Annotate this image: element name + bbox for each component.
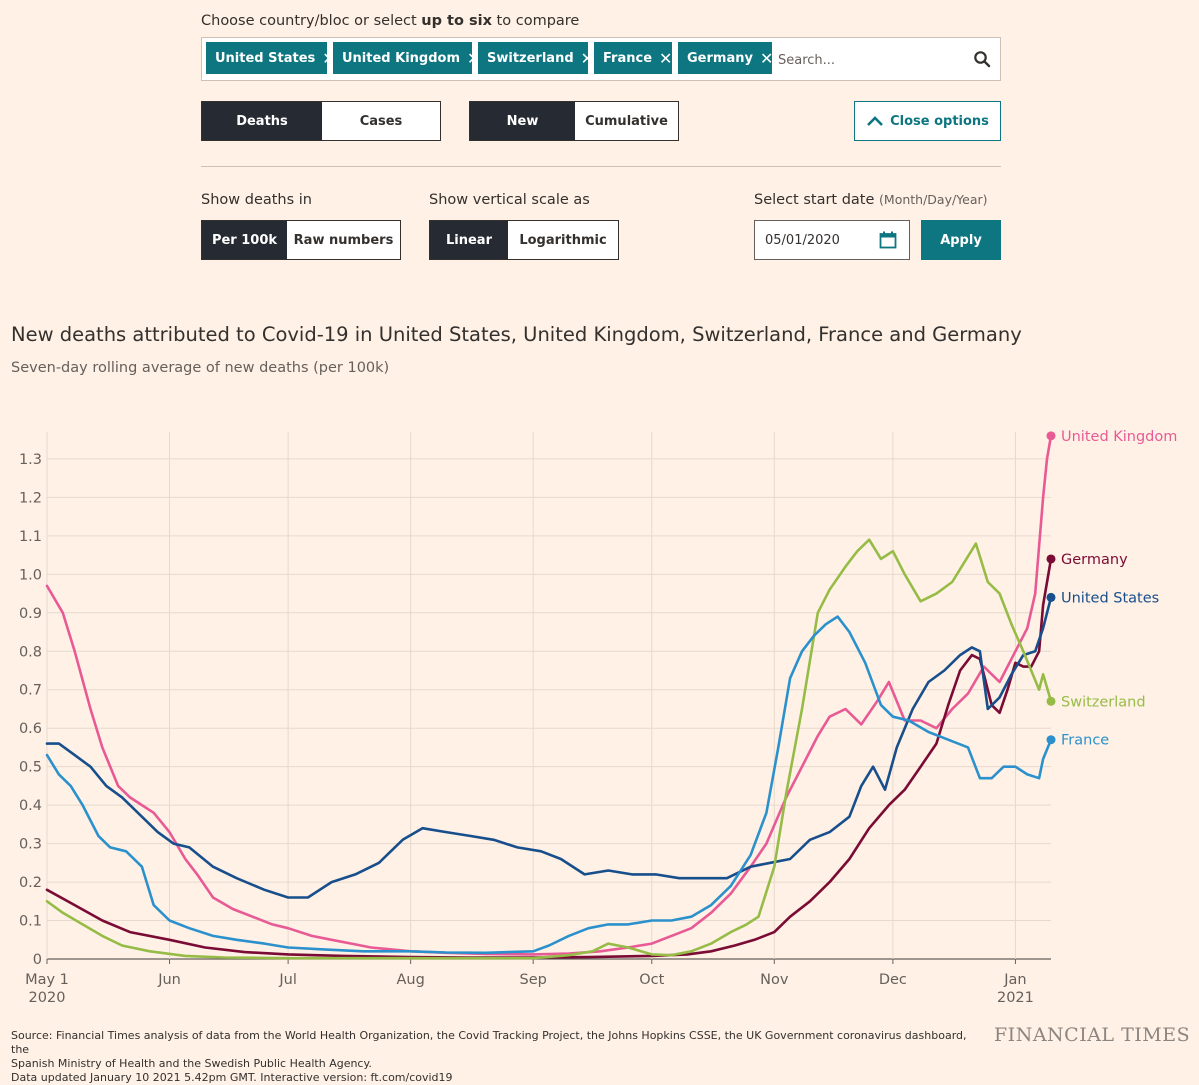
x-tick-label: Jul [278, 972, 297, 988]
series-end-dot-united-states [1046, 592, 1056, 602]
tag-united-states[interactable]: United States ✕ [206, 42, 336, 74]
chart-title: New deaths attributed to Covid-19 in Uni… [11, 323, 1022, 346]
start-date-label: Select start date (Month/Day/Year) [754, 192, 988, 208]
choose-country-label: Choose country/bloc or select up to six … [201, 13, 580, 29]
remove-icon[interactable]: ✕ [322, 48, 336, 68]
cases-button[interactable]: Cases [322, 102, 440, 140]
remove-icon[interactable]: ✕ [580, 48, 595, 68]
x-axis: May 1 2020 Jun Jul Aug Sep Oct Nov Dec Jan 2021 [25, 959, 1034, 1006]
series-line-switzerland [45, 538, 1053, 960]
y-tick-label: 0.1 [19, 914, 42, 930]
series-line-united-kingdom [45, 434, 1053, 956]
x-tick-label: Jun [157, 972, 181, 988]
chart-subtitle: Seven-day rolling average of new deaths … [11, 360, 390, 376]
unit-toggle: Per 100k Raw numbers [201, 220, 401, 260]
series-label-united-kingdom: United Kingdom [1061, 429, 1177, 445]
series-lines [45, 431, 1056, 960]
remove-icon[interactable]: ✕ [467, 48, 481, 68]
series-end-dot-france [1046, 735, 1056, 745]
y-tick-label: 1.0 [19, 567, 42, 583]
y-tick-label: 0.2 [19, 875, 42, 891]
y-tick-label: 1.3 [19, 452, 42, 468]
x-tick-label: Dec [879, 972, 907, 988]
y-tick-label: 0.5 [19, 760, 42, 776]
x-tick-year-label: 2020 [29, 990, 66, 1006]
series-label-france: France [1061, 733, 1109, 749]
y-tick-label: 1.1 [19, 529, 42, 545]
cumulative-button[interactable]: Cumulative [575, 102, 678, 140]
y-tick-label: 0.3 [19, 837, 42, 853]
y-tick-label: 0.7 [19, 683, 42, 699]
series-end-dot-united-kingdom [1046, 431, 1056, 441]
start-date-input[interactable]: 05/01/2020 [754, 220, 910, 260]
apply-button[interactable]: Apply [921, 220, 1001, 260]
y-tick-label: 0.9 [19, 606, 42, 622]
x-tick-label: Aug [396, 972, 424, 988]
tag-switzerland[interactable]: Switzerland ✕ [478, 42, 594, 74]
tag-germany[interactable]: Germany ✕ [678, 42, 774, 74]
series-label-united-states: United States [1061, 590, 1159, 606]
logarithmic-button[interactable]: Logarithmic [508, 221, 618, 259]
x-tick-label: Sep [520, 972, 547, 988]
tag-united-kingdom[interactable]: United Kingdom ✕ [333, 42, 480, 74]
scale-toggle: Linear Logarithmic [429, 220, 619, 260]
series-labels: United Kingdom Germany United States Switze… [1061, 429, 1177, 749]
remove-icon[interactable]: ✕ [759, 48, 774, 68]
y-tick-label: 0.8 [19, 644, 42, 660]
source-note: Source: Financial Times analysis of data… [11, 1029, 967, 1084]
series-end-dot-germany [1046, 554, 1056, 564]
remove-icon[interactable]: ✕ [659, 48, 673, 68]
ft-logo: FINANCIAL TIMES [994, 1024, 1191, 1046]
x-tick-label: Jan [1003, 972, 1026, 988]
country-selector[interactable]: United States ✕ United Kingdom ✕ Switzerla… [201, 37, 1001, 81]
per-100k-button[interactable]: Per 100k [202, 221, 287, 259]
series-label-switzerland: Switzerland [1061, 694, 1146, 710]
y-tick-label: 0.6 [19, 721, 42, 737]
x-tick-year-label: 2021 [997, 990, 1034, 1006]
search-input[interactable] [776, 44, 960, 76]
close-options-button[interactable]: Close options [854, 101, 1001, 141]
tag-france[interactable]: France ✕ [594, 42, 672, 74]
raw-numbers-button[interactable]: Raw numbers [287, 221, 400, 259]
metric-toggle: Deaths Cases [201, 101, 441, 141]
x-tick-label: May 1 [25, 972, 69, 988]
search-icon[interactable] [973, 50, 991, 68]
show-deaths-label: Show deaths in [201, 192, 313, 208]
y-tick-label: 1.2 [19, 490, 42, 506]
series-line-france [45, 615, 1053, 955]
x-tick-label: Nov [760, 972, 789, 988]
mode-toggle: New Cumulative [469, 101, 679, 141]
x-tick-label: Oct [639, 972, 664, 988]
series-line-united-states [45, 596, 1053, 899]
series-end-dot-switzerland [1046, 696, 1056, 706]
calendar-icon[interactable] [879, 231, 897, 249]
y-tick-label: 0 [33, 952, 42, 968]
new-button[interactable]: New [470, 102, 575, 140]
chevron-up-icon [867, 116, 883, 126]
divider [201, 166, 1001, 167]
y-tick-label: 0.4 [19, 798, 42, 814]
gridlines [46, 432, 1051, 960]
scale-label: Show vertical scale as [429, 192, 590, 208]
linear-button[interactable]: Linear [430, 221, 508, 259]
deaths-button[interactable]: Deaths [202, 102, 322, 140]
y-axis: 0 0.1 0.2 0.3 0.4 0.5 0.6 0.7 0.8 0.9 1.0 1.1 1.2 1.3 [19, 452, 42, 968]
series-line-germany [45, 557, 1053, 959]
series-label-germany: Germany [1061, 552, 1128, 568]
